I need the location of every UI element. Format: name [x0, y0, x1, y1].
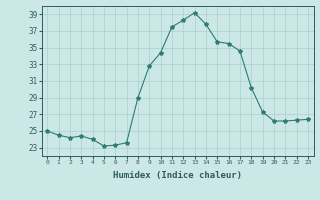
X-axis label: Humidex (Indice chaleur): Humidex (Indice chaleur) [113, 171, 242, 180]
